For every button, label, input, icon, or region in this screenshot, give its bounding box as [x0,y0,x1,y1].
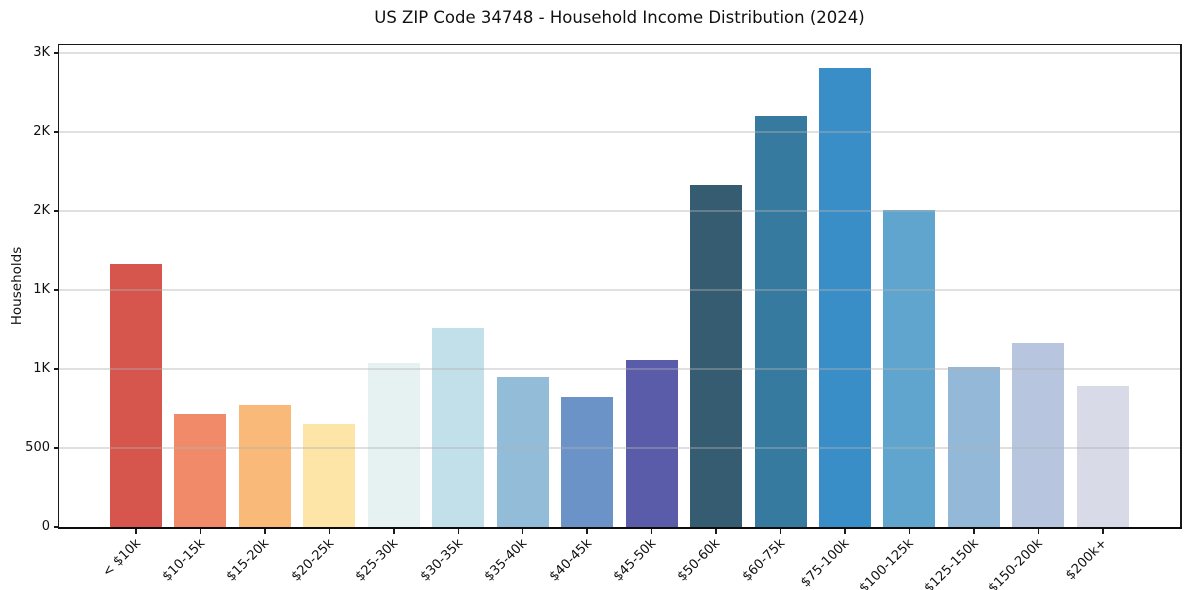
y-tick-label: 1K [33,360,50,376]
x-tick-mark [1037,529,1040,534]
bar [1076,386,1129,527]
gridline [59,447,1180,449]
x-tick-label: $200k+ [1063,536,1111,584]
y-tick-label: 0 [41,519,50,534]
x-tick-mark [779,529,782,534]
y-tick-mark [54,526,59,528]
bar [303,423,356,527]
y-tick-label: 2K [33,123,50,139]
y-tick-label: 3K [33,44,50,60]
y-tick-mark [54,52,59,54]
x-tick-label: $30-35k [417,536,466,585]
x-tick-mark [844,529,846,534]
gridline [59,52,1180,54]
axis-spine-right [1180,43,1182,529]
x-tick-mark [135,529,137,534]
bar [883,210,936,527]
x-tick-label: $125-150k [921,536,982,590]
x-tick-label: $35-40k [481,536,531,585]
x-tick-mark [715,529,717,534]
bar [754,116,807,527]
x-tick-mark [264,529,266,534]
x-tick-label: $60-75k [739,536,789,585]
gridline [59,368,1180,370]
x-tick-label: < $10k [99,536,144,581]
x-tick-mark [908,529,911,534]
gridline [59,289,1180,291]
bar [174,414,227,527]
x-tick-label: $15-20k [224,536,273,585]
axis-spine-bottom [57,527,1182,529]
bar [496,376,549,527]
axis-spine-top [57,43,1182,46]
x-tick-mark [521,529,524,534]
y-tick-label: 2K [33,202,50,218]
bar [110,263,162,527]
x-tick-label: $40-45k [546,536,595,585]
axis-spine-left [57,43,60,529]
gridline [59,131,1180,133]
x-tick-label: $10-15k [159,536,209,585]
bar [561,396,614,527]
x-tick-mark [457,529,459,534]
y-tick-label: 1K [33,281,50,297]
x-tick-label: $100-125k [856,536,918,590]
x-tick-mark [586,529,588,534]
y-tick-mark [54,289,59,291]
x-tick-mark [973,529,975,534]
x-tick-mark [328,529,331,534]
x-tick-label: $20-25k [288,536,337,585]
x-tick-mark [650,529,653,534]
x-tick-mark [1102,529,1104,534]
bar [625,360,678,527]
x-tick-label: $50-60k [675,536,724,585]
x-tick-mark [199,529,202,534]
chart-title: US ZIP Code 34748 - Household Income Dis… [374,8,865,27]
y-tick-label: 500 [25,439,50,455]
bar [367,363,420,527]
bar [690,184,743,527]
plot-area [59,45,1180,527]
y-tick-mark [54,368,59,370]
bar [947,367,1000,527]
gridline [59,210,1180,212]
y-tick-mark [54,447,59,449]
y-tick-mark [54,131,59,133]
x-tick-mark [393,529,395,534]
bar [1012,342,1065,527]
x-tick-label: $45-50k [610,536,660,585]
bar [432,327,485,527]
bar [818,67,871,527]
bar [238,405,291,527]
y-tick-mark [54,210,59,212]
x-tick-label: $25-30k [352,536,402,585]
x-tick-label: $75-100k [798,536,853,590]
x-tick-label: $150-200k [985,536,1046,590]
